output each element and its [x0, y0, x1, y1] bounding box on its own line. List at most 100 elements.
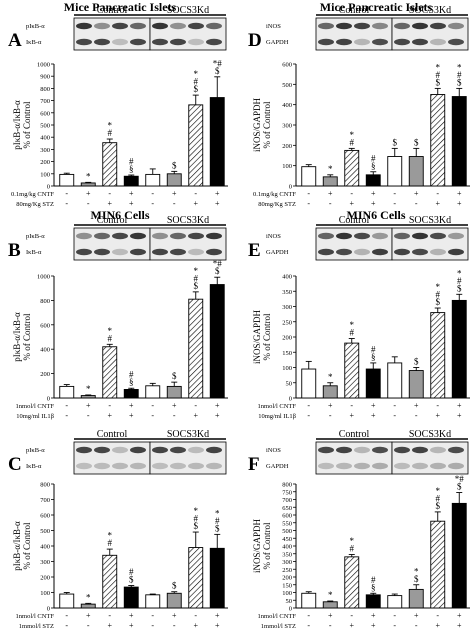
blot-label-bottom: IκB-α [26, 463, 42, 470]
bar [209, 547, 225, 609]
blot-band [94, 462, 110, 470]
bar [166, 385, 182, 399]
bar [408, 588, 424, 609]
blot-band [430, 248, 446, 256]
y-axis-label-sub: % of Control [22, 313, 32, 360]
blot-label-bottom: IκB-α [26, 249, 42, 256]
blot-band [372, 248, 388, 256]
significance-mark: * [457, 62, 462, 72]
significance-mark: $ [414, 137, 419, 147]
group-label-control: Control [97, 5, 128, 16]
y-tick-label: 600 [40, 110, 50, 117]
y-tick-label: 200 [40, 371, 50, 378]
bar [430, 520, 446, 609]
blot-image-socs3kd [149, 17, 227, 51]
treatment-sign: - [151, 621, 154, 630]
treatment-label: 0.1mg/kg CNTF [11, 191, 54, 198]
bar [123, 586, 139, 609]
group-label-socs3kd: SOCS3Kd [409, 5, 451, 16]
y-axis-label-sub: % of Control [262, 522, 272, 569]
y-tick-label: 900 [40, 74, 50, 81]
treatment-sign: + [129, 189, 134, 198]
treatment-sign: + [172, 189, 177, 198]
blot-band [448, 462, 464, 470]
significance-mark: *# [213, 259, 223, 269]
blot-band [318, 248, 334, 256]
blot-band [394, 462, 410, 470]
significance-mark: # [371, 575, 376, 585]
treatment-label: 80mg/Kg STZ [258, 201, 296, 208]
treatment-sign: - [108, 189, 111, 198]
blot-label-bottom: GAPDH [266, 463, 289, 470]
significance-mark: § [129, 377, 134, 387]
significance-mark: # [129, 157, 134, 167]
header-right: Mice Pancreatic Islets [320, 0, 433, 14]
treatment-sign: + [371, 621, 376, 630]
significance-mark: * [328, 590, 333, 600]
blot-band [94, 38, 110, 46]
y-tick-label: 550 [282, 520, 292, 527]
blot-band [170, 22, 186, 30]
bar [188, 547, 204, 609]
significance-mark: $ [393, 137, 398, 147]
treatment-sign: - [415, 621, 418, 630]
significance-mark: * [86, 384, 91, 394]
significance-mark: # [350, 544, 355, 554]
bar [102, 346, 118, 399]
blot-band [76, 248, 92, 256]
treatment-sign: + [193, 411, 198, 420]
blot-band [354, 22, 370, 30]
significance-mark: * [215, 508, 220, 518]
bar [301, 592, 317, 609]
treatment-sign: - [307, 411, 310, 420]
treatment-sign: - [87, 411, 90, 420]
blot-band [188, 38, 204, 46]
y-tick-label: 300 [282, 123, 292, 130]
blot-band [152, 462, 168, 470]
group-label-socs3kd: SOCS3Kd [167, 215, 209, 226]
treatment-sign: + [457, 189, 462, 198]
y-tick-label: 800 [40, 482, 50, 489]
bar [301, 166, 317, 187]
blot-band [336, 38, 352, 46]
y-tick-label: 800 [40, 298, 50, 305]
treatment-sign: + [349, 411, 354, 420]
treatment-label: 1nmol/l CNTF [258, 613, 297, 620]
y-tick-label: 0 [289, 396, 292, 403]
treatment-sign: + [328, 401, 333, 410]
blot-band [130, 462, 146, 470]
significance-mark: * [457, 268, 462, 278]
blot-band [130, 248, 146, 256]
bar [451, 502, 467, 609]
y-tick-label: 150 [282, 350, 292, 357]
y-tick-label: 400 [40, 347, 50, 354]
y-tick-label: 0 [289, 184, 292, 191]
bar [322, 601, 338, 609]
treatment-sign: + [414, 189, 419, 198]
blot-band [76, 232, 92, 240]
blot-band [94, 232, 110, 240]
blot-band [412, 446, 428, 454]
blot-band [412, 22, 428, 30]
blot-band [448, 22, 464, 30]
treatment-sign: - [151, 611, 154, 620]
blot-band [94, 22, 110, 30]
treatment-sign: - [173, 199, 176, 208]
treatment-sign: + [457, 611, 462, 620]
treatment-sign: - [65, 621, 68, 630]
y-tick-label: 500 [40, 528, 50, 535]
blot-band [394, 446, 410, 454]
blot-band [372, 232, 388, 240]
bar [166, 592, 182, 609]
significance-mark: # [436, 290, 441, 300]
y-axis-label: pIκB-α/IκB-α [12, 521, 22, 571]
blot-band [448, 248, 464, 256]
significance-mark: $ [172, 371, 177, 381]
y-axis-label: pIκB-α/IκB-α [12, 312, 22, 362]
significance-mark: * [86, 171, 91, 181]
blot-band [76, 22, 92, 30]
treatment-sign: - [393, 199, 396, 208]
blot-image-control [73, 227, 151, 261]
y-tick-label: 400 [282, 102, 292, 109]
blot-band [130, 38, 146, 46]
